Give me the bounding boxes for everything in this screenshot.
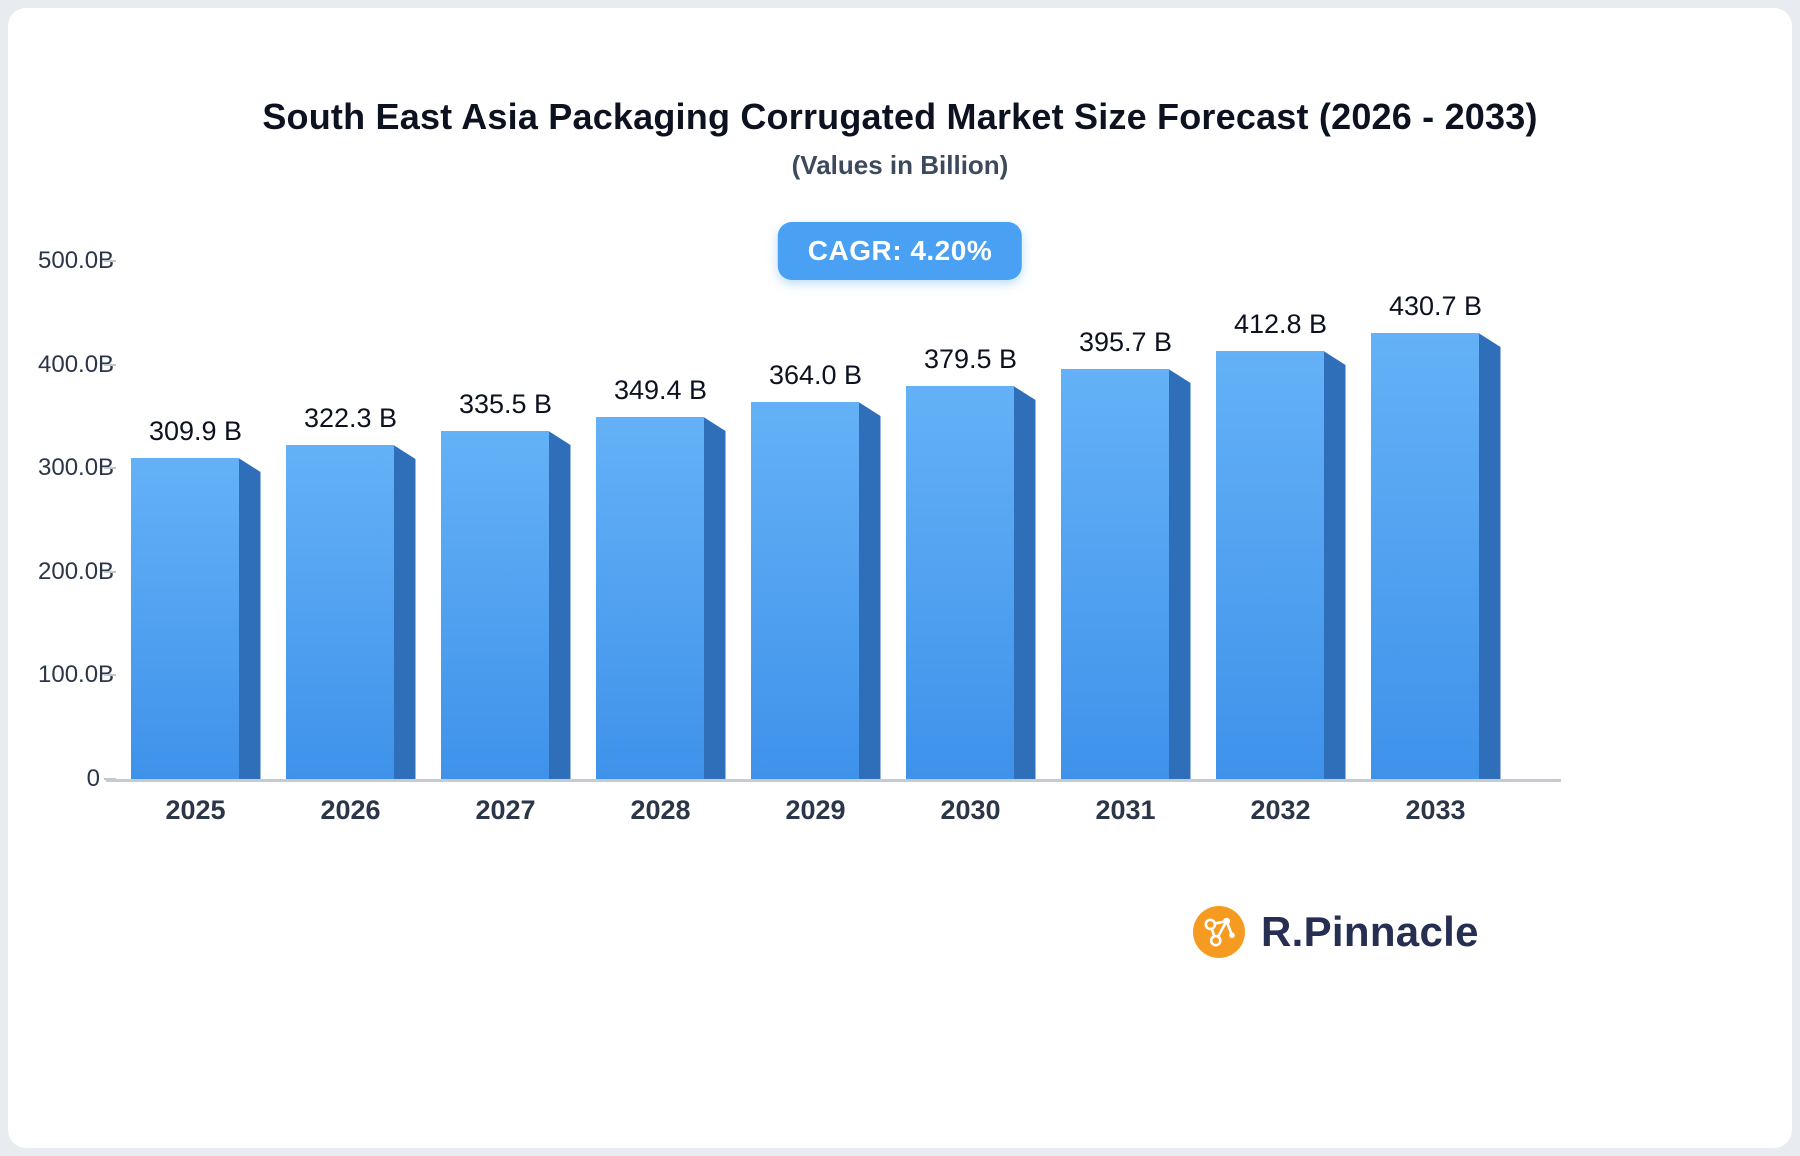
bar-face (595, 417, 704, 779)
y-tick-label: 100.0B (38, 661, 115, 689)
y-tick-label: 500.0B (38, 247, 115, 274)
bar-face (440, 431, 549, 779)
bar-value-label: 379.5 B (923, 344, 1018, 374)
brand-name: R.Pinnacle (1261, 908, 1479, 955)
bar-face (285, 445, 394, 779)
x-tick-label: 2033 (1405, 795, 1466, 825)
x-tick-label: 2026 (320, 795, 381, 825)
x-tick-label: 2030 (940, 795, 1001, 825)
x-tick-label: 2032 (1250, 795, 1311, 825)
cagr-badge: CAGR: 4.20% (777, 222, 1023, 280)
y-tick-mark (104, 363, 116, 366)
bar-face (130, 458, 239, 779)
y-tick-label: 300.0B (38, 454, 115, 482)
x-tick-label: 2029 (785, 795, 846, 825)
bar-face (905, 386, 1014, 779)
bar-2025 (130, 458, 261, 779)
chart-subtitle: (Values in Billion) (791, 150, 1009, 180)
bar-value-label: 309.9 B (148, 416, 243, 446)
bar-side-shadow (1323, 351, 1346, 779)
bar-side-shadow (238, 458, 261, 779)
y-tick-label: 0 (86, 765, 100, 792)
bar-2026 (285, 445, 416, 779)
bar-value-label: 395.7 B (1078, 327, 1173, 357)
y-tick-mark (104, 260, 116, 262)
bar-side-shadow (703, 417, 726, 779)
network-molecule-icon (1193, 906, 1245, 958)
bar-face (1370, 333, 1479, 779)
bar-value-label: 430.7 B (1388, 291, 1483, 321)
y-tick-mark (104, 467, 116, 470)
bar-side-shadow (1478, 333, 1501, 779)
bar-side-shadow (1168, 369, 1191, 779)
bar-2029 (750, 402, 881, 779)
y-tick-mark (104, 570, 116, 573)
chart-card: South East Asia Packaging Corrugated Mar… (8, 8, 1792, 1148)
x-axis-line (106, 779, 1561, 782)
bar-side-shadow (858, 402, 881, 779)
bar-2033 (1370, 333, 1501, 779)
x-tick-label: 2031 (1095, 795, 1156, 825)
bar-side-shadow (548, 431, 571, 779)
y-tick-mark (104, 674, 116, 677)
bar-2028 (595, 417, 726, 779)
x-tick-label: 2025 (165, 795, 226, 825)
bar-face (1060, 369, 1169, 779)
bar-face (1215, 351, 1324, 779)
bar-value-label: 322.3 B (303, 403, 398, 433)
bar-value-label: 412.8 B (1233, 309, 1328, 339)
bar-2027 (440, 431, 571, 779)
x-tick-label: 2027 (475, 795, 536, 825)
chart-title: South East Asia Packaging Corrugated Mar… (262, 96, 1538, 137)
bar-value-label: 364.0 B (768, 360, 863, 390)
bar-2032 (1215, 351, 1346, 779)
y-tick-label: 200.0B (38, 557, 115, 585)
bar-side-shadow (1013, 386, 1036, 779)
bar-2031 (1060, 369, 1191, 779)
bar-2030 (905, 386, 1036, 779)
plot-area: 0 100.0B 200.0B 300.0B 400.0B 500.0B 309.9 B 20… (38, 243, 1762, 883)
x-tick-label: 2028 (630, 795, 691, 825)
bar-face (750, 402, 859, 779)
bar-value-label: 335.5 B (458, 389, 553, 419)
bar-side-shadow (393, 445, 416, 779)
brand-logo: R.Pinnacle (1193, 906, 1479, 958)
y-tick-label: 400.0B (38, 350, 115, 378)
bar-value-label: 349.4 B (613, 375, 708, 405)
